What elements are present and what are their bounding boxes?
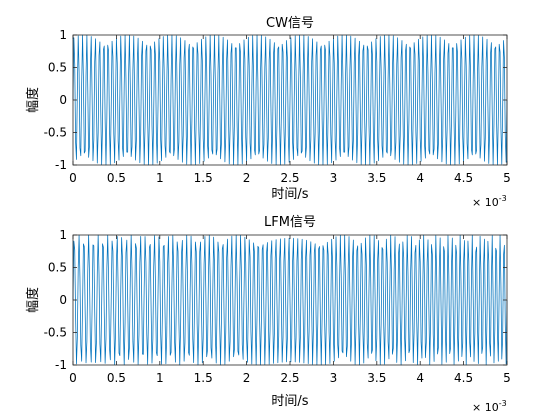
cw-panel: 0 0.5 1 1.5 2 2.5 3 3.5 4 4.5 5 1 0.5 0 -0.5 -1 CW信号 时间…	[25, 16, 511, 209]
cw-x-tick-label: 5	[503, 171, 511, 185]
lfm-x-tick-label: 1.5	[194, 371, 213, 385]
lfm-signal-line	[72, 234, 508, 366]
lfm-x-tick-label: 3.5	[367, 371, 386, 385]
lfm-x-tick-label: 2.5	[280, 371, 299, 385]
cw-y-tick-label: -0.5	[44, 126, 67, 140]
cw-x-tick-label: 1	[156, 171, 164, 185]
lfm-x-exponent: × 10-3	[472, 399, 507, 414]
cw-x-exponent: × 10-3	[472, 194, 507, 209]
lfm-x-tick-label: 0.5	[107, 371, 126, 385]
lfm-x-tick-label: 0	[69, 371, 77, 385]
lfm-y-axis-label: 幅度	[25, 287, 41, 313]
cw-y-tick-label: 1	[59, 28, 67, 42]
lfm-y-tick-label: -1	[55, 358, 67, 372]
lfm-ticks: 0 0.5 1 1.5 2 2.5 3 3.5 4 4.5 5 1 0.5 0 -0.5 -1	[44, 228, 511, 385]
cw-x-tick-label: 1.5	[194, 171, 213, 185]
lfm-x-exponent-power: -3	[499, 399, 507, 408]
lfm-x-tick-label: 4.5	[454, 371, 473, 385]
lfm-panel: 0 0.5 1 1.5 2 2.5 3 3.5 4 4.5 5 1 0.5 0 -0.5 -1 LFM信号 时…	[25, 215, 511, 414]
cw-x-tick-label: 0	[69, 171, 77, 185]
cw-y-tick-label: 0	[59, 93, 67, 107]
lfm-x-tick-label: 3	[330, 371, 338, 385]
lfm-x-tick-label: 1	[156, 371, 164, 385]
lfm-x-axis-label: 时间/s	[271, 394, 308, 409]
cw-x-tick-label: 4.5	[454, 171, 473, 185]
cw-y-axis-label: 幅度	[25, 87, 41, 113]
cw-x-tick-label: 2.5	[280, 171, 299, 185]
lfm-title: LFM信号	[264, 215, 316, 230]
cw-x-axis-label: 时间/s	[271, 187, 308, 202]
cw-x-exponent-power: -3	[499, 194, 507, 203]
cw-title: CW信号	[266, 16, 314, 31]
cw-x-tick-label: 2	[243, 171, 251, 185]
cw-x-tick-label: 3	[330, 171, 338, 185]
lfm-series	[72, 234, 508, 366]
cw-y-tick-label: -1	[55, 158, 67, 172]
lfm-y-tick-label: -0.5	[44, 326, 67, 340]
lfm-x-tick-label: 5	[503, 371, 511, 385]
lfm-y-tick-label: 0.5	[48, 261, 67, 275]
cw-signal-line	[72, 34, 508, 166]
lfm-x-tick-label: 2	[243, 371, 251, 385]
lfm-y-tick-label: 1	[59, 228, 67, 242]
cw-x-exponent-base: × 10	[472, 196, 499, 209]
cw-x-tick-label: 3.5	[367, 171, 386, 185]
cw-x-tick-label: 0.5	[107, 171, 126, 185]
lfm-y-tick-label: 0	[59, 293, 67, 307]
cw-ticks: 0 0.5 1 1.5 2 2.5 3 3.5 4 4.5 5 1 0.5 0 -0.5 -1	[44, 28, 511, 185]
cw-series	[72, 34, 508, 166]
cw-x-tick-label: 4	[416, 171, 424, 185]
cw-y-tick-label: 0.5	[48, 61, 67, 75]
lfm-x-tick-label: 4	[416, 371, 424, 385]
lfm-x-exponent-base: × 10	[472, 401, 499, 414]
